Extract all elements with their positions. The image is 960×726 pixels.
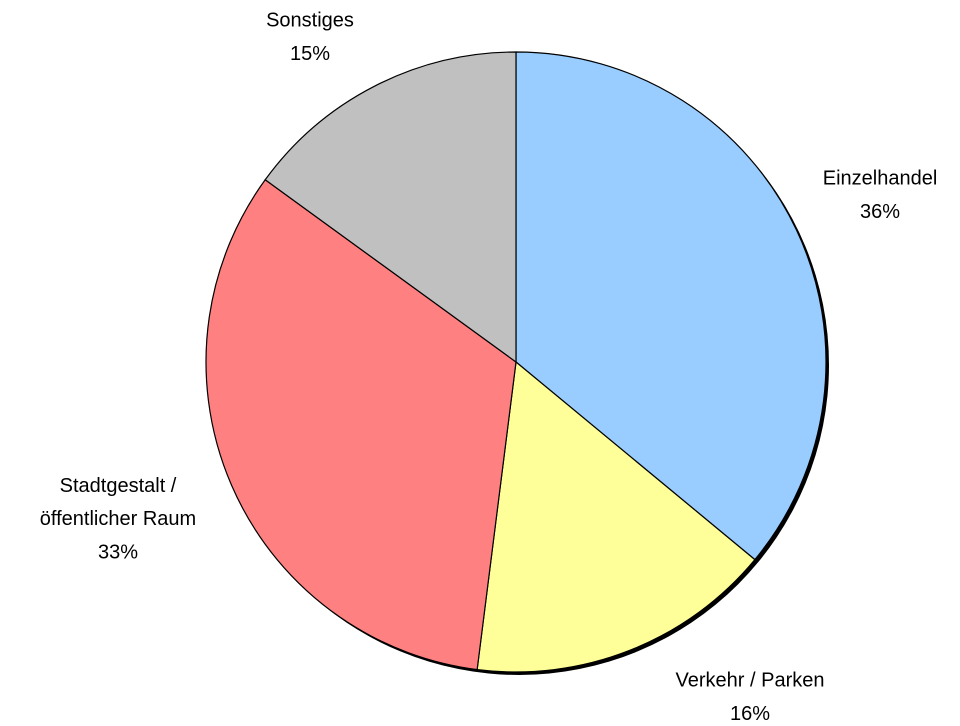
slice-label: Stadtgestalt / öffentlicher Raum	[40, 475, 196, 530]
slice-value-label: 16%	[730, 703, 770, 725]
pie-slice	[515, 51, 827, 561]
pie-slice	[205, 178, 517, 671]
slice-label-line: Sonstiges	[266, 10, 354, 32]
slice-label: Sonstiges	[266, 10, 354, 32]
slice-label-line: öffentlicher Raum	[40, 508, 196, 530]
slice-label: Verkehr / Parken	[676, 670, 825, 692]
pie-slice	[264, 51, 517, 364]
slice-value-label: 33%	[98, 541, 138, 563]
slice-value-label: 15%	[290, 43, 330, 65]
slice-label-line: Stadtgestalt /	[60, 475, 177, 497]
slice-label-line: Verkehr / Parken	[676, 670, 825, 692]
slice-value-label: 36%	[860, 201, 900, 223]
slice-label-line: Einzelhandel	[823, 168, 938, 190]
slice-label: Einzelhandel	[823, 168, 938, 190]
pie-slice	[476, 360, 756, 673]
